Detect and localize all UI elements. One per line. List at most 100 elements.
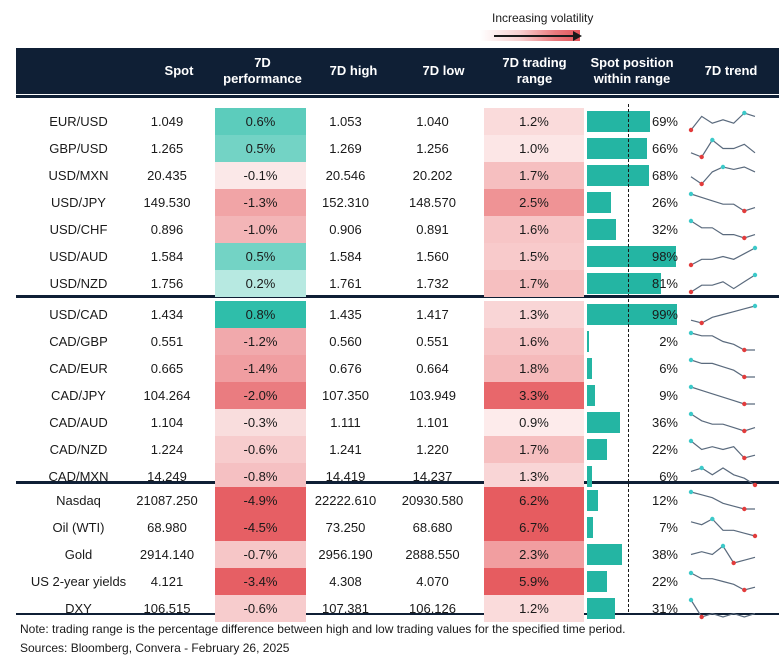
header-trading-range: 7D trading range	[502, 55, 567, 86]
spot-position-bar	[587, 571, 608, 592]
spot-position-value: 38%	[651, 547, 678, 562]
low-value: 14.237	[412, 469, 453, 484]
spot-value: 0.896	[150, 222, 184, 237]
high-value: 2956.190	[318, 547, 373, 562]
trend-max-dot	[720, 164, 726, 170]
high-value: 0.906	[329, 222, 362, 237]
spot-position-bar	[587, 517, 594, 538]
spot-position-bar	[587, 358, 593, 379]
row-label: US 2-year yields	[30, 574, 127, 589]
performance-value: -0.6%	[215, 595, 306, 622]
trading-range-value: 1.3%	[484, 463, 584, 490]
spot-position-value: 69%	[651, 114, 678, 129]
trend-sparkline	[690, 543, 756, 566]
trading-range-value: 0.9%	[484, 409, 584, 436]
performance-value: -0.3%	[215, 409, 306, 436]
high-value: 107.381	[322, 601, 369, 616]
spot-value: 1.756	[150, 276, 184, 291]
trend-sparkline	[688, 411, 756, 434]
trend-max-dot	[688, 384, 694, 390]
header-low: 7D low	[422, 63, 465, 78]
high-value: 1.269	[329, 141, 362, 156]
trading-range-value: 3.3%	[484, 382, 584, 409]
spot-value: 1.265	[150, 141, 184, 156]
trend-max-dot	[720, 543, 726, 549]
trend-sparkline	[688, 357, 755, 380]
spot-value: 106.515	[143, 601, 191, 616]
spot-position-value: 32%	[651, 222, 678, 237]
trading-range-value: 1.6%	[484, 328, 584, 355]
trading-range-value: 2.3%	[484, 541, 584, 568]
trading-range-value: 1.8%	[484, 355, 584, 382]
row-label: USD/AUD	[49, 249, 108, 264]
spot-value: 0.551	[150, 334, 184, 349]
spot-position-bar	[587, 246, 677, 267]
trading-range-value: 6.2%	[484, 487, 584, 514]
trend-max-dot	[742, 110, 747, 116]
row-label: USD/NZD	[49, 276, 108, 291]
trend-min-dot	[699, 320, 704, 326]
row-label: Nasdaq	[56, 493, 101, 508]
spot-position-value: 6%	[659, 469, 678, 484]
row-label: USD/MXN	[48, 168, 109, 183]
trend-min-dot	[699, 154, 704, 160]
trend-sparkline	[688, 438, 756, 461]
spot-position-value: 98%	[651, 249, 678, 264]
trend-line	[690, 599, 756, 618]
trading-range-value: 1.7%	[484, 436, 584, 463]
spot-position-bar	[587, 192, 611, 213]
trend-line	[690, 305, 756, 324]
spot-position-bar	[587, 439, 608, 460]
trend-min-dot	[688, 127, 694, 133]
trend-line	[690, 386, 755, 405]
trend-min-dot	[688, 262, 694, 268]
trend-line	[690, 491, 755, 510]
divider-top	[16, 95, 779, 98]
performance-value: -0.7%	[215, 541, 306, 568]
low-value: 1.220	[416, 442, 449, 457]
spot-value: 21087.250	[136, 493, 198, 508]
trend-max-dot	[699, 465, 704, 471]
spot-position-value: 99%	[651, 307, 678, 322]
row-label: Gold	[64, 547, 93, 562]
trend-min-dot	[742, 208, 747, 214]
low-value: 68.680	[412, 520, 453, 535]
trading-range-value: 5.9%	[484, 568, 584, 595]
high-value: 1.435	[329, 307, 362, 322]
trend-max-dot	[688, 597, 694, 603]
trend-line	[690, 112, 756, 131]
low-value: 103.949	[409, 388, 456, 403]
trend-sparkline	[688, 272, 758, 295]
high-value: 1.584	[329, 249, 362, 264]
arrow-right-icon	[573, 31, 582, 41]
low-value: 1.101	[416, 415, 449, 430]
trend-max-dot	[752, 272, 758, 278]
spot-position-bar	[587, 304, 678, 325]
high-value: 1.761	[329, 276, 362, 291]
high-value: 22222.610	[314, 493, 377, 508]
trading-range-value: 1.5%	[484, 243, 584, 270]
trend-max-dot	[688, 330, 694, 336]
trend-max-dot	[688, 570, 694, 576]
spot-position-value: 81%	[651, 276, 678, 291]
trend-line	[690, 166, 756, 185]
trend-sparkline	[688, 384, 755, 407]
trend-line	[690, 467, 756, 486]
spot-value: 68.980	[147, 520, 187, 535]
spot-position-value: 31%	[651, 601, 678, 616]
performance-value: -1.4%	[215, 355, 306, 382]
trend-sparkline	[690, 164, 756, 187]
spot-position-value: 68%	[651, 168, 678, 183]
footnote: Note: trading range is the percentage di…	[20, 622, 626, 636]
row-label: CAD/JPY	[51, 388, 106, 403]
spot-value: 4.121	[150, 574, 184, 589]
trading-range-value: 1.2%	[484, 595, 584, 622]
spot-position-bar	[587, 219, 617, 240]
trading-range-value: 1.2%	[484, 108, 584, 135]
trend-min-dot	[688, 289, 694, 295]
trend-min-dot	[752, 482, 758, 488]
trend-max-dot	[752, 245, 758, 251]
spot-value: 1.049	[150, 114, 184, 129]
trading-range-value: 6.7%	[484, 514, 584, 541]
spot-position-bar	[587, 544, 622, 565]
